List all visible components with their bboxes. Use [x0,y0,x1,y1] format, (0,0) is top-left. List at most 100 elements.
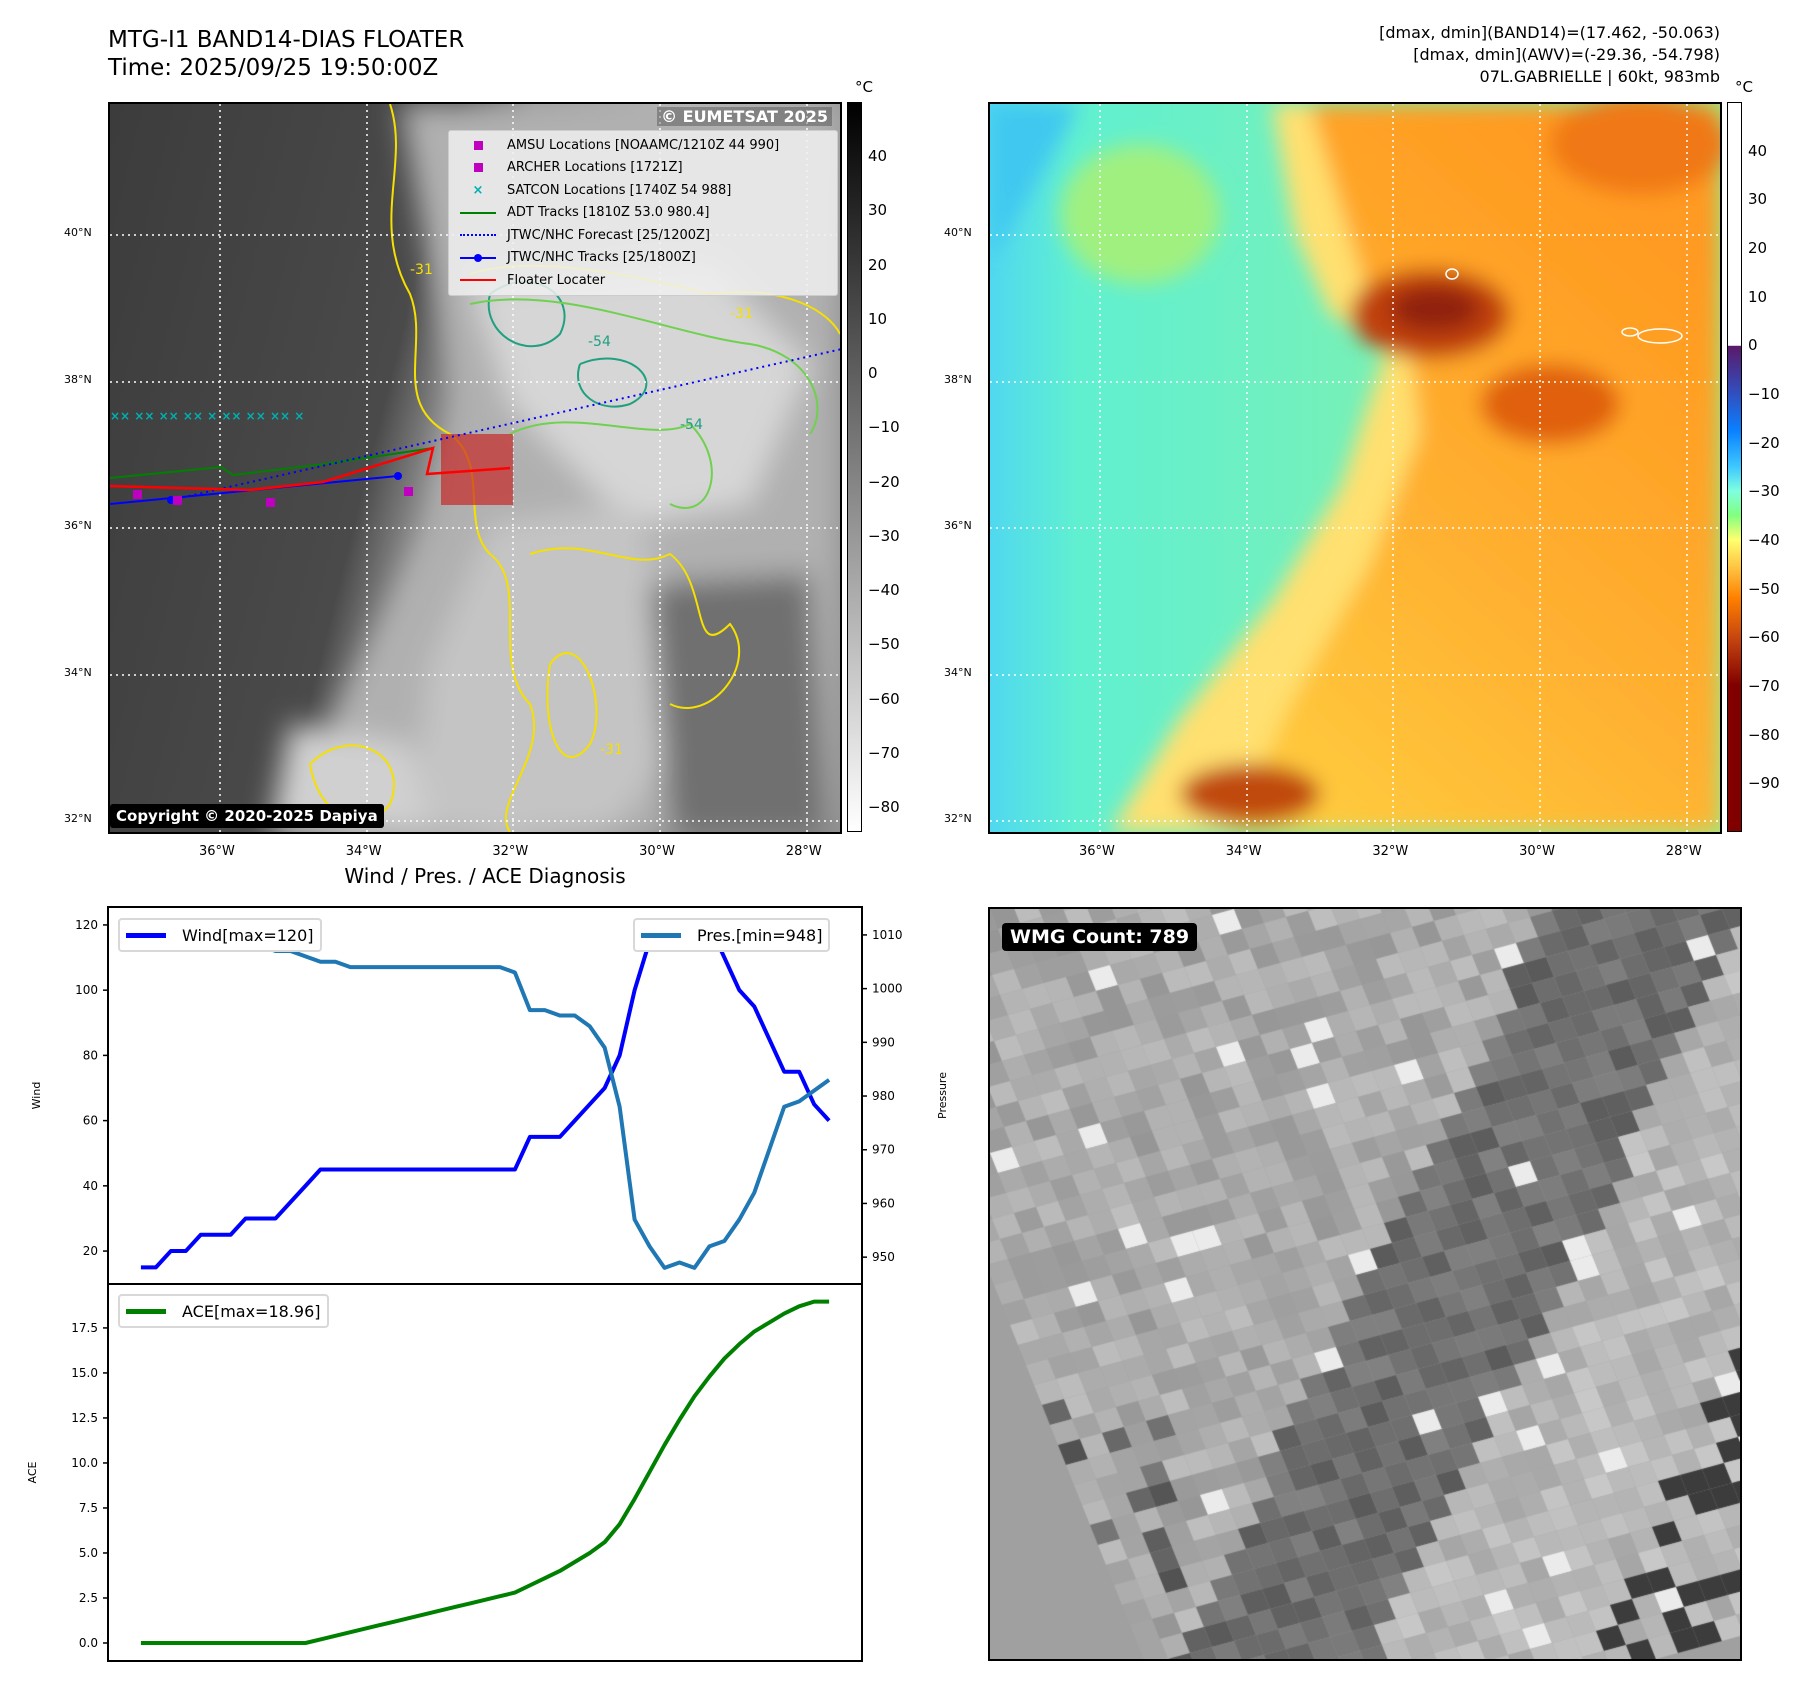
colorbar-tick-label: 0 [868,364,878,383]
valid-time: Time: 2025/09/25 19:50:00Z [108,55,439,81]
contour-label: -54 [588,334,611,350]
awv-colorbar-unit: °C [1735,78,1753,96]
colorbar-tick-label: 0 [1748,336,1758,355]
y-tick-label: 2.5 [79,1591,98,1605]
y-tick-label: 17.5 [71,1321,98,1335]
y-right-tick-label: 1000 [872,982,903,996]
y-tick-label: 20 [83,1244,98,1258]
y-tick-label: 10.0 [71,1456,98,1470]
colorbar-tick-label: −30 [868,526,900,545]
lat-tick-label: 32°N [64,812,92,825]
legend-label: SATCON Locations [1740Z 54 988] [507,182,732,198]
product-title: MTG-I1 BAND14-DIAS FLOATER [108,27,465,53]
lon-tick-label: 32°W [1372,844,1409,859]
copyright-label: Copyright © 2020-2025 Dapiya [110,804,384,828]
lat-tick-label: 32°N [944,812,972,825]
diagnosis-charts: 20 40 60 80 100 120 950 960 970 980 990 1000 1010 0.0… [26,906,949,1662]
colorbar-tick-label: −50 [1748,579,1780,598]
y-tick-label: 7.5 [79,1501,98,1515]
contour-label: -31 [600,742,623,758]
y-right-tick-label: 990 [872,1035,895,1049]
awv-imagery [990,104,1720,832]
track-point [394,472,402,480]
storm-info: 07L.GABRIELLE | 60kt, 983mb [1479,67,1720,86]
adt-track [110,447,434,479]
colorbar-tick-label: 30 [868,201,888,220]
colorbar-tick-label: −80 [1748,725,1780,744]
y-right-tick-label: 980 [872,1089,895,1103]
lon-tick-label: 30°W [639,844,675,859]
wind-legend: Wind[max=120] [118,918,322,952]
pressure-legend: Pres.[min=948] [633,918,831,952]
awv-map [988,102,1722,834]
colorbar-tick-label: 10 [1748,287,1768,306]
legend-symbol-icon [459,279,497,281]
y-tick-label: 5.0 [79,1546,98,1560]
ace-legend-label: ACE[max=18.96] [182,1301,321,1321]
lon-tick-label: 34°W [1225,844,1262,859]
stats-header: [dmax, dmin](BAND14)=(17.462, -50.063) [… [1379,22,1720,88]
lat-tick-label: 38°N [944,372,972,386]
ace-legend-line [126,1308,166,1314]
lon-tick-label: 36°W [1079,844,1115,859]
gridlines [990,104,1720,832]
y-tick-label: 120 [75,918,98,932]
y-tick-label: 60 [83,1114,98,1128]
ir-colorbar-unit: °C [855,78,873,96]
lon-tick-label: 28°W [1665,844,1702,859]
wind-line [140,922,831,1270]
figure-title: MTG-I1 BAND14-DIAS FLOATER Time: 2025/09… [108,26,464,82]
legend-symbol-icon [459,140,497,150]
y-right-tick-label: 970 [872,1143,895,1157]
legend-label: AMSU Locations [NOAAMC/1210Z 44 990] [507,137,780,153]
colorbar-tick-label: 10 [868,309,888,328]
amsu-markers [133,487,413,507]
colorbar-tick-label: −60 [868,689,900,708]
legend-label: ADT Tracks [1810Z 53.0 980.4] [507,205,710,220]
colorbar-tick-label: −10 [1748,385,1780,403]
contour-label: -54 [680,417,703,433]
wmg-imagery [990,909,1740,1659]
colorbar-tick-label: −20 [868,472,900,491]
colorbar-tick-label: −60 [1748,628,1780,647]
diagnosis-title: Wind / Pres. / ACE Diagnosis [344,864,626,888]
legend-symbol-icon [459,211,497,214]
awv-colorbar [1727,102,1742,832]
colorbar-tick-label: 20 [868,255,888,274]
colorbar-tick-label: −40 [1748,531,1780,549]
legend-item: JTWC/NHC Tracks [25/1800Z] [459,248,696,268]
contour-label: -31 [410,262,433,278]
legend-symbol-icon [459,253,497,262]
legend-item: ADT Tracks [1810Z 53.0 980.4] [459,203,709,223]
colorbar-tick-label: −90 [1748,774,1780,793]
lat-tick-label: 34°N [64,665,92,679]
colorbar-tick-label: −50 [868,635,900,654]
map-legend: AMSU Locations [NOAAMC/1210Z 44 990] ARCH… [448,130,838,296]
legend-label: JTWC/NHC Forecast [25/1200Z] [507,227,710,243]
colorbar-tick-label: 40 [868,147,888,166]
colorbar-tick-label: −70 [868,743,900,762]
lon-tick-label: 30°W [1519,844,1555,859]
legend-item: ARCHER Locations [1721Z] [459,158,683,178]
colorbar-tick-label: −80 [868,798,900,817]
ace-legend: ACE[max=18.96] [118,1294,329,1328]
legend-item: JTWC/NHC Forecast [25/1200Z] [459,225,710,245]
colorbar-tick-label: −30 [1748,482,1780,501]
pressure-axis-label: Pressure [936,1072,949,1119]
colorbar-tick-label: −20 [1748,433,1780,452]
eumetsat-watermark: © EUMETSAT 2025 [657,107,832,126]
legend-symbol-icon: × [472,182,484,198]
lat-tick-label: 34°N [944,665,972,679]
lat-tick-label: 40°N [944,226,972,239]
lat-tick-label: 36°N [944,519,972,532]
awv-stats: [dmax, dmin](AWV)=(-29.36, -54.798) [1413,45,1720,64]
y-tick-label: 40 [83,1179,98,1193]
satcon-markers: ×× ×× ×× ×× × ×× ×× ×× × [110,409,304,423]
legend-item: Floater Locater [459,270,605,290]
wind-axis-label: Wind [30,1082,43,1110]
y-tick-label: 12.5 [71,1411,98,1425]
ir-colorbar [847,102,862,832]
y-right-tick-label: 960 [872,1196,895,1210]
lon-tick-label: 34°W [345,844,382,859]
